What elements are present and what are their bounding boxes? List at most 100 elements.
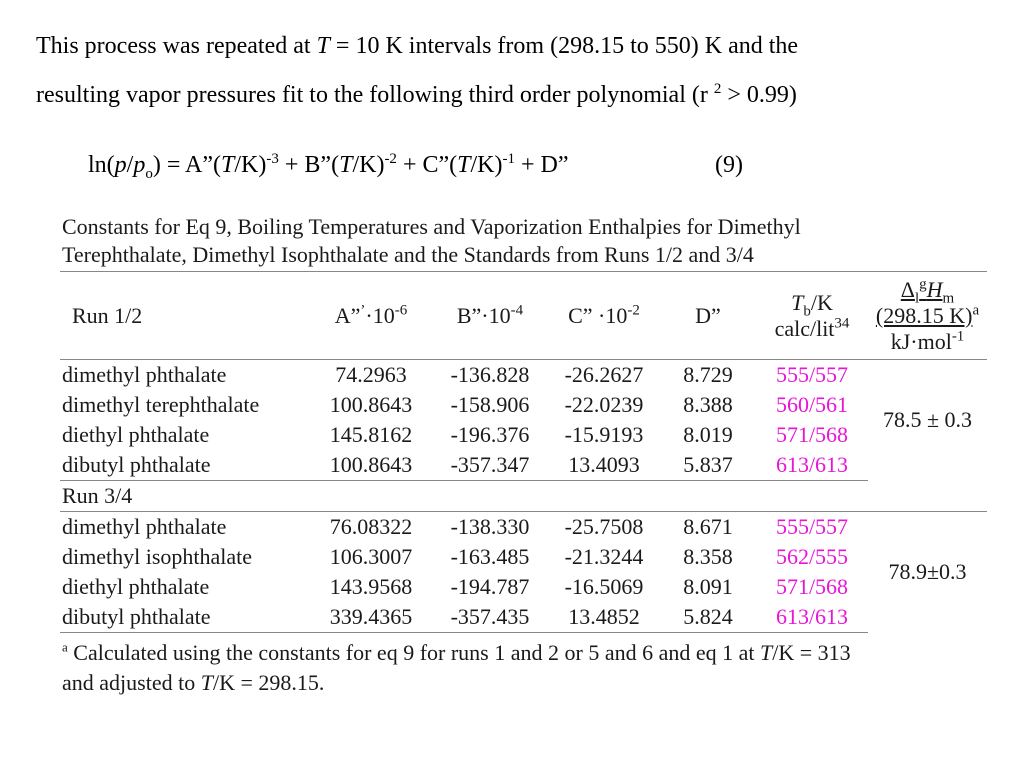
group-label-run34: Run 3/4 <box>60 480 987 512</box>
header-text: A” <box>334 302 361 328</box>
table-row: dimethyl phthalate 74.2963 -136.828 -26.… <box>60 360 987 432</box>
header-a: A”’·10-6 <box>310 271 432 360</box>
header-subscript: l <box>914 289 920 306</box>
header-text: Δ <box>900 276 915 302</box>
value-c: 13.4093 <box>548 450 660 481</box>
eq-var-po: p <box>133 152 146 178</box>
value-d: 8.019 <box>683 422 733 447</box>
intro-paragraph: This process was repeated at T = 10 K in… <box>36 22 996 120</box>
intro-text: = 10 K intervals from (298.15 to 550) K … <box>329 33 799 59</box>
header-text: B”·10 <box>456 302 511 328</box>
compound-name: dimethyl phthalate <box>62 514 227 539</box>
eq-exponent: -2 <box>384 151 397 167</box>
value-tb: 555/557 <box>775 514 849 539</box>
group-header-row: Run 3/4 <box>60 480 987 512</box>
header-exponent: -2 <box>627 302 640 319</box>
equation-number: (9) <box>715 152 743 178</box>
compound-name: dimethyl terephthalate <box>62 392 260 417</box>
eq-term-b: + B”( <box>278 152 340 178</box>
value-b: -136.828 <box>450 362 530 387</box>
table-footnote: a Calculated using the constants for eq … <box>62 638 1002 698</box>
value-d: 8.358 <box>683 544 733 569</box>
eq-exponent: -1 <box>502 151 515 167</box>
caption-line-1: Constants for Eq 9, Boiling Temperatures… <box>62 214 801 239</box>
table-caption: Constants for Eq 9, Boiling Temperatures… <box>62 213 992 269</box>
enthalpy-run12: 78.5 ± 0.3 <box>882 407 973 433</box>
value-a: 145.8162 <box>329 422 413 447</box>
enthalpy-run34: 78.9±0.3 <box>888 559 967 585</box>
table-row: dimethyl terephthalate 100.8643 -158.906… <box>60 390 987 420</box>
footnote-marker: a <box>62 639 68 655</box>
intro-text: This process was repeated at <box>36 33 317 59</box>
header-exponent: -4 <box>510 302 524 319</box>
value-tb: 613/613 <box>756 450 868 481</box>
header-enthalpy: ΔlgHm (298.15 K)a kJ·mol-1 <box>868 271 987 360</box>
value-tb: 555/557 <box>775 362 849 387</box>
value-c: -21.3244 <box>564 544 644 569</box>
value-d: 5.837 <box>660 450 756 481</box>
compound-name: dibutyl phthalate <box>60 450 310 481</box>
eq-term-c: + C”( <box>396 152 458 178</box>
value-d: 8.091 <box>683 574 733 599</box>
eq-term-d: + D” <box>514 152 569 178</box>
value-tb: 571/568 <box>775 574 849 599</box>
value-b: -158.906 <box>450 392 530 417</box>
value-tb: 571/568 <box>775 422 849 447</box>
table-row: dibutyl phthalate 339.4365 -357.435 13.4… <box>60 602 987 633</box>
footnote-var: T <box>200 670 213 695</box>
equation-9: ln(p/po) = A”(T/K)-3 + B”(T/K)-2 + C”(T/… <box>88 151 569 182</box>
intro-line-2: resulting vapor pressures fit to the fol… <box>36 71 996 120</box>
value-b: -138.330 <box>450 514 530 539</box>
footnote-line-2: and adjusted to T/K = 298.15. <box>62 668 1002 698</box>
footnote-text: /K = 313 <box>772 640 851 665</box>
value-c: -16.5069 <box>564 574 644 599</box>
value-c: -15.9193 <box>564 422 644 447</box>
value-b: -163.485 <box>450 544 530 569</box>
header-superscript: g <box>919 276 927 293</box>
value-d: 8.671 <box>683 514 733 539</box>
eq-text: /K) <box>352 152 385 178</box>
header-text: ·10 <box>365 302 395 328</box>
compound-name: dibutyl phthalate <box>60 602 310 633</box>
footnote-var: T <box>760 640 773 665</box>
value-d: 8.729 <box>683 362 733 387</box>
header-text: H <box>926 276 943 302</box>
value-b: -357.347 <box>432 450 548 481</box>
eq-var-t: T <box>339 152 353 178</box>
value-tb: 562/555 <box>775 544 849 569</box>
footnote-text: and adjusted to <box>62 670 201 695</box>
value-c: -26.2627 <box>564 362 644 387</box>
header-footnote-marker: a <box>972 302 980 319</box>
eq-var-t: T <box>457 152 471 178</box>
intro-text: > 0.99) <box>721 82 797 108</box>
value-d: 5.824 <box>660 602 756 633</box>
value-c: -25.7508 <box>564 514 644 539</box>
eq-text: /K) <box>470 152 503 178</box>
header-exponent: -6 <box>394 302 408 319</box>
eq-text: /K) <box>234 152 267 178</box>
value-d: 8.388 <box>683 392 733 417</box>
compound-name: diethyl phthalate <box>62 422 210 447</box>
header-subscript: b <box>803 302 811 319</box>
header-tb: Tb/K calc/lit34 <box>756 271 868 360</box>
superscript: 2 <box>713 81 722 97</box>
table-row: dimethyl phthalate 76.08322 -138.330 -25… <box>60 512 987 584</box>
eq-var-p: p <box>114 152 127 178</box>
intro-line-1: This process was repeated at T = 10 K in… <box>36 22 996 71</box>
value-a: 76.08322 <box>329 514 413 539</box>
constants-table: Run 1/2 A”’·10-6 B”·10-4 C” ·10-2 D” Tb/… <box>60 271 987 633</box>
header-c: C” ·10-2 <box>548 271 660 360</box>
value-a: 143.9568 <box>329 574 413 599</box>
footnote-text: Calculated using the constants for eq 9 … <box>67 640 760 665</box>
header-b: B”·10-4 <box>432 271 548 360</box>
table-row: dibutyl phthalate 100.8643 -357.347 13.4… <box>60 450 987 481</box>
table-row: diethyl phthalate 145.8162 -196.376 -15.… <box>60 420 987 450</box>
value-b: -194.787 <box>450 574 530 599</box>
header-d: D” <box>660 271 756 360</box>
eq-text: ) = <box>152 152 186 178</box>
header-text: calc/lit <box>774 315 835 341</box>
value-b: -196.376 <box>450 422 530 447</box>
eq-text: ln( <box>88 152 115 178</box>
footnote-line-1: a Calculated using the constants for eq … <box>62 638 1002 668</box>
value-tb: 613/613 <box>756 602 868 633</box>
